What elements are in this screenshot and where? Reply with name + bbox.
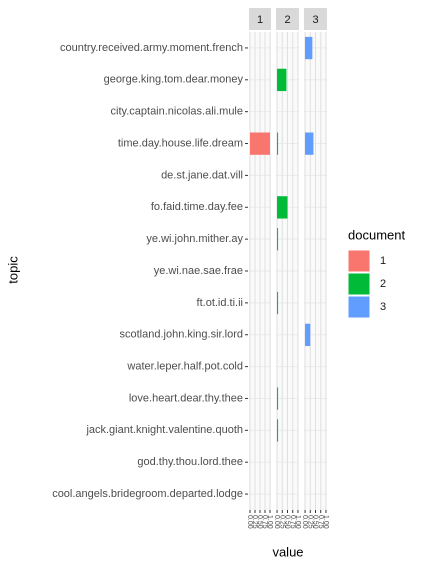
y-tick-label: cool.angels.bridegroom.departed.lodge: [52, 488, 243, 500]
x-tick-label: 0.50: [312, 515, 319, 529]
y-tick-label: ye.wi.john.mither.ay: [146, 233, 243, 245]
y-tick-label: water.leper.half.pot.cold: [126, 361, 243, 373]
strip-label: 1: [257, 14, 263, 26]
y-tick-label: george.king.tom.dear.money: [104, 74, 244, 86]
bar: [277, 419, 279, 442]
strip-label: 3: [312, 14, 318, 26]
x-tick-label: 0.50: [256, 515, 263, 529]
y-tick-label: scotland.john.king.sir.lord: [119, 329, 243, 341]
x-tick-label: 0.25: [251, 515, 258, 529]
y-tick-label: fo.faid.time.day.fee: [151, 201, 243, 213]
bar: [250, 132, 270, 155]
y-tick-label: love.heart.dear.thy.thee: [129, 392, 243, 404]
legend-key: [347, 272, 371, 296]
strip: [304, 8, 327, 30]
y-tick-label: country.received.army.moment.french: [60, 42, 243, 54]
x-axis-title: value: [272, 544, 303, 559]
legend-key: [347, 249, 371, 273]
y-tick-label: de.st.jane.dat.vill: [161, 169, 243, 181]
strip: [276, 8, 299, 30]
x-tick-label: 1.00: [322, 515, 329, 529]
bar: [277, 196, 288, 219]
legend-label: 2: [380, 278, 386, 290]
strip-label: 2: [284, 14, 290, 26]
legend-title: document: [348, 227, 405, 242]
x-tick-label: 0.25: [306, 515, 313, 529]
x-tick-label: 0.75: [289, 515, 296, 529]
bar: [277, 291, 279, 315]
y-tick-label: city.captain.nicolas.ali.mule: [111, 106, 243, 118]
bar: [305, 132, 314, 155]
bar: [277, 132, 279, 155]
y-axis-title: topic: [5, 256, 20, 284]
x-tick-label: 1.00: [294, 515, 301, 529]
y-tick-label: jack.giant.knight.valentine.quoth: [85, 424, 243, 436]
bar: [277, 228, 279, 251]
x-tick-label: 1.00: [266, 515, 273, 529]
bar: [277, 387, 279, 410]
x-tick-label: 0.00: [301, 515, 308, 529]
x-tick-label: 0.50: [284, 515, 291, 529]
y-tick-label: time.day.house.life.dream: [118, 137, 243, 149]
strip: [249, 8, 271, 30]
y-tick-label: ft.ot.id.ti.ii: [197, 297, 243, 309]
y-tick-label: god.thy.thou.lord.thee: [137, 456, 243, 468]
x-tick-label: 0.00: [246, 515, 253, 529]
legend-label: 1: [380, 255, 386, 267]
bar: [305, 323, 311, 347]
bar: [277, 68, 287, 92]
legend-label: 3: [380, 301, 386, 313]
legend-key: [347, 295, 371, 319]
x-tick-label: 0.00: [273, 515, 280, 529]
y-tick-label: ye.wi.nae.sae.frae: [154, 265, 243, 277]
x-tick-label: 0.75: [261, 515, 268, 529]
x-tick-label: 0.75: [317, 515, 324, 529]
x-tick-label: 0.25: [278, 515, 285, 529]
bar: [305, 36, 313, 60]
